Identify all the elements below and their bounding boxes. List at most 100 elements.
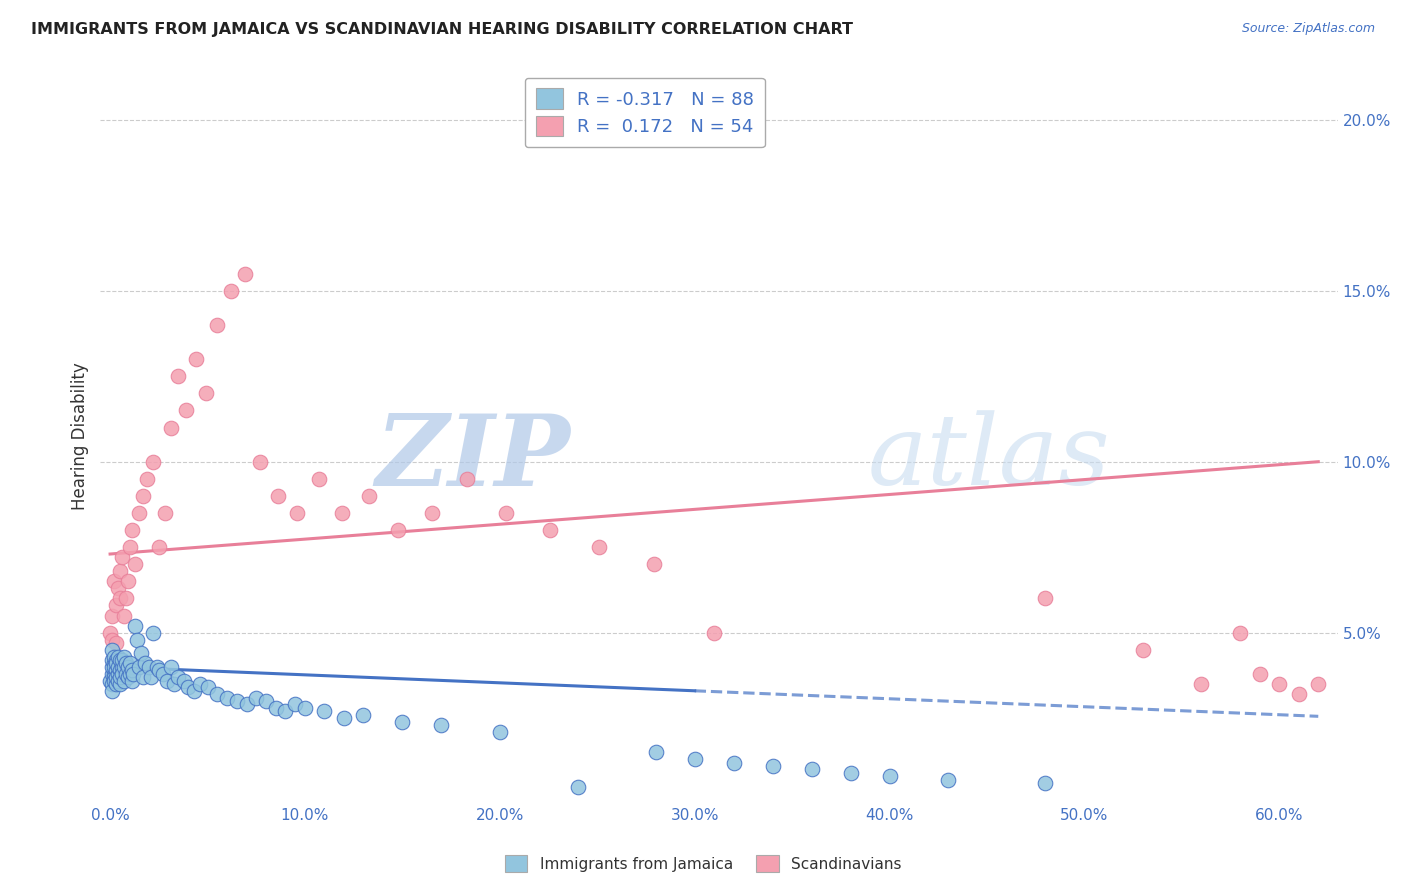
Point [103,666,125,681]
Point [148,540,170,554]
Point [108,670,131,684]
Point [132,489,155,503]
Point [98,673,121,688]
Point [101,660,124,674]
Point [98,625,121,640]
Point [107,666,129,681]
Point [111,653,134,667]
Point [101,677,124,691]
Point [139,670,162,684]
Point [103,657,125,671]
Point [194,386,217,401]
Point [387,523,409,537]
Point [879,769,901,783]
Text: IMMIGRANTS FROM JAMAICA VS SCANDINAVIAN HEARING DISABILITY CORRELATION CHART: IMMIGRANTS FROM JAMAICA VS SCANDINAVIAN … [31,22,853,37]
Point [1035,776,1057,790]
Point [104,663,127,677]
Point [308,472,330,486]
Point [114,657,136,671]
Point [107,581,129,595]
Point [129,646,152,660]
Legend: Immigrants from Jamaica, Scandinavians: Immigrants from Jamaica, Scandinavians [496,847,910,880]
Point [103,660,125,674]
Point [163,677,186,691]
Point [173,673,195,688]
Point [197,681,219,695]
Point [225,694,247,708]
Text: Source: ZipAtlas.com: Source: ZipAtlas.com [1241,22,1375,36]
Point [111,660,134,674]
Point [107,649,129,664]
Point [103,670,125,684]
Point [936,772,959,787]
Point [488,724,510,739]
Point [207,687,229,701]
Point [107,660,129,674]
Point [800,763,823,777]
Point [101,666,124,681]
Point [101,632,124,647]
Point [104,653,127,667]
Point [159,660,181,674]
Point [177,681,200,695]
Point [333,711,356,725]
Point [111,550,134,565]
Point [108,663,131,677]
Point [1268,677,1291,691]
Point [352,707,374,722]
Point [107,653,129,667]
Point [184,352,207,367]
Point [264,701,287,715]
Point [174,403,197,417]
Point [1035,591,1057,606]
Point [103,649,125,664]
Point [567,780,589,794]
Point [142,455,165,469]
Point [101,683,124,698]
Point [108,677,131,691]
Text: ZIP: ZIP [375,409,571,507]
Point [118,540,141,554]
Point [128,660,150,674]
Point [1249,666,1271,681]
Point [430,718,453,732]
Point [456,472,478,486]
Text: atlas: atlas [868,410,1111,506]
Point [142,625,165,640]
Point [118,666,141,681]
Point [152,666,174,681]
Point [104,677,127,691]
Point [103,574,125,589]
Y-axis label: Hearing Disability: Hearing Disability [72,362,89,510]
Point [254,694,277,708]
Point [122,666,145,681]
Point [1229,625,1251,640]
Point [588,540,610,554]
Point [112,649,135,664]
Point [108,564,131,578]
Point [118,657,141,671]
Point [108,591,131,606]
Point [104,636,127,650]
Point [266,489,288,503]
Point [391,714,413,729]
Point [114,591,136,606]
Point [121,663,143,677]
Point [167,670,190,684]
Point [1288,687,1310,701]
Point [1132,642,1154,657]
Point [644,745,666,759]
Point [112,660,135,674]
Point [1189,677,1212,691]
Point [148,663,170,677]
Point [235,698,257,712]
Point [108,653,131,667]
Point [121,523,143,537]
Point [167,369,190,384]
Point [294,701,316,715]
Point [101,642,124,657]
Point [112,608,135,623]
Point [1308,677,1330,691]
Point [359,489,381,503]
Point [132,670,155,684]
